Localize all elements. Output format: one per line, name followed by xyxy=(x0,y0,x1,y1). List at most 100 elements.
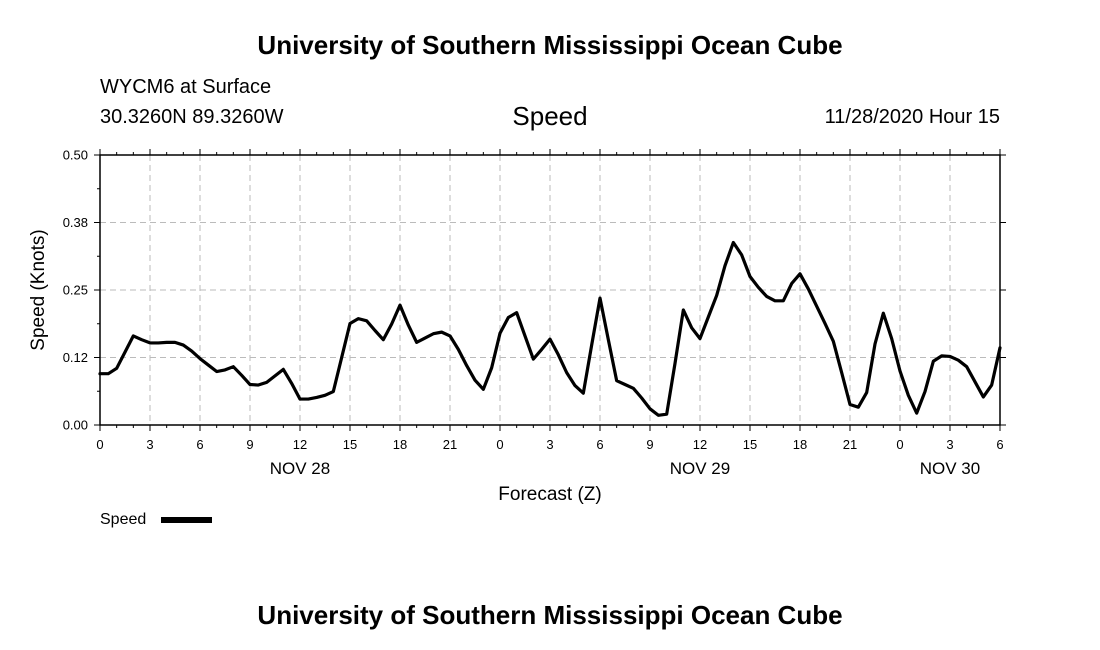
speed-data-point xyxy=(657,414,660,417)
speed-data-point xyxy=(624,383,626,386)
speed-data-point xyxy=(599,297,601,299)
speed-data-point xyxy=(699,337,701,340)
speed-data-point xyxy=(449,335,451,337)
speed-data-point xyxy=(399,304,401,306)
y-tick-label: 0.25 xyxy=(63,283,88,298)
speed-data-point xyxy=(265,381,268,384)
x-tick-label: 9 xyxy=(646,437,653,452)
speed-data-point xyxy=(174,341,176,344)
speed-data-point xyxy=(499,332,501,335)
speed-data-point xyxy=(749,275,751,278)
footer-title: University of Southern Mississippi Ocean… xyxy=(257,600,843,630)
speed-data-point xyxy=(799,273,801,275)
speed-data-point xyxy=(940,355,943,357)
speed-data-point xyxy=(249,383,251,386)
speed-data-point xyxy=(982,396,985,398)
speed-data-point xyxy=(565,371,568,374)
speed-data-point xyxy=(899,370,901,372)
chart-title: University of Southern Mississippi Ocean… xyxy=(257,30,843,60)
speed-data-point xyxy=(324,394,326,397)
speed-data-point xyxy=(374,329,376,332)
speed-data-point xyxy=(507,316,510,319)
speed-data-point xyxy=(690,327,693,329)
speed-data-point xyxy=(207,364,210,366)
speed-data-point xyxy=(832,340,835,343)
speed-data-point xyxy=(407,324,410,326)
speed-data-point xyxy=(765,295,768,298)
speed-data-point xyxy=(965,365,968,368)
speed-data-point xyxy=(224,369,226,371)
speed-data-point xyxy=(740,254,743,256)
speed-data-point xyxy=(307,398,310,400)
y-axis-label: Speed (Knots) xyxy=(28,229,49,350)
speed-data-point xyxy=(807,288,810,290)
x-tick-label: 9 xyxy=(246,437,253,452)
speed-data-point xyxy=(849,403,851,406)
x-tick-label: 3 xyxy=(946,437,953,452)
speed-data-point xyxy=(840,371,843,374)
speed-data-point xyxy=(682,309,685,311)
speed-data-point xyxy=(299,398,301,400)
speed-data-point xyxy=(99,372,101,375)
speed-data-point xyxy=(290,382,293,385)
speed-data-point xyxy=(732,241,735,244)
legend-label: Speed xyxy=(100,511,146,528)
speed-data-point xyxy=(632,387,635,390)
x-tick-label: 0 xyxy=(96,437,103,452)
speed-data-point xyxy=(590,344,593,346)
tick-labels: 0.00 0.12 0.25 0.38 0.50 0 3 6 9 12 15 18 21 0 3 6 9 12 15… xyxy=(63,148,1004,479)
speed-data-point xyxy=(607,338,610,341)
x-tick-label: 6 xyxy=(996,437,1003,452)
speed-data-point xyxy=(924,390,926,393)
speed-data-point xyxy=(440,331,443,333)
speed-data-point xyxy=(365,319,368,322)
speed-data-point xyxy=(932,360,935,363)
date-label: NOV 29 xyxy=(670,459,730,478)
speed-data-point xyxy=(107,372,110,375)
speed-data-point xyxy=(482,388,485,391)
speed-data-point xyxy=(640,397,643,399)
y-tick-label: 0.38 xyxy=(63,215,88,230)
speed-data-point xyxy=(540,348,543,351)
x-tick-label: 15 xyxy=(743,437,757,452)
x-tick-label: 18 xyxy=(793,437,807,452)
speed-data-point xyxy=(665,413,668,416)
x-tick-label: 12 xyxy=(293,437,307,452)
station-label: WYCM6 at Surface xyxy=(100,76,272,98)
speed-data-point xyxy=(257,384,260,386)
grid-lines xyxy=(100,155,1000,425)
speed-data-point xyxy=(815,305,818,308)
x-tick-label: 12 xyxy=(693,437,707,452)
x-tick-label: 6 xyxy=(596,437,603,452)
speed-data-point xyxy=(124,351,126,353)
axis-ticks xyxy=(94,149,1006,431)
speed-data-point xyxy=(532,358,535,360)
speed-data-point xyxy=(457,348,460,351)
x-tick-label: 0 xyxy=(896,437,903,452)
speed-data-point xyxy=(232,365,235,368)
speed-data-point xyxy=(474,379,476,381)
speed-data-point xyxy=(557,354,560,356)
x-tick-label: 3 xyxy=(146,437,153,452)
speed-data-point xyxy=(990,384,993,386)
speed-data-point xyxy=(774,300,776,302)
speed-data-point xyxy=(424,337,426,339)
speed-data-point xyxy=(915,412,918,414)
speed-data-point xyxy=(132,335,135,337)
speed-data-point xyxy=(357,317,360,320)
speed-data-point xyxy=(874,343,876,345)
speed-data-point xyxy=(240,374,243,377)
variable-label: Speed xyxy=(512,101,588,131)
x-tick-label: 3 xyxy=(546,437,553,452)
speed-data-point xyxy=(724,264,726,267)
speed-data-point xyxy=(824,322,826,325)
speed-data-point xyxy=(949,355,951,358)
speed-data-point xyxy=(157,342,160,344)
speed-data-point xyxy=(140,338,143,341)
x-tick-label: 0 xyxy=(496,437,503,452)
y-tick-label: 0.50 xyxy=(63,148,88,163)
speed-data-point xyxy=(649,408,651,410)
speed-data-point xyxy=(382,338,385,341)
speed-data-point xyxy=(782,300,785,302)
